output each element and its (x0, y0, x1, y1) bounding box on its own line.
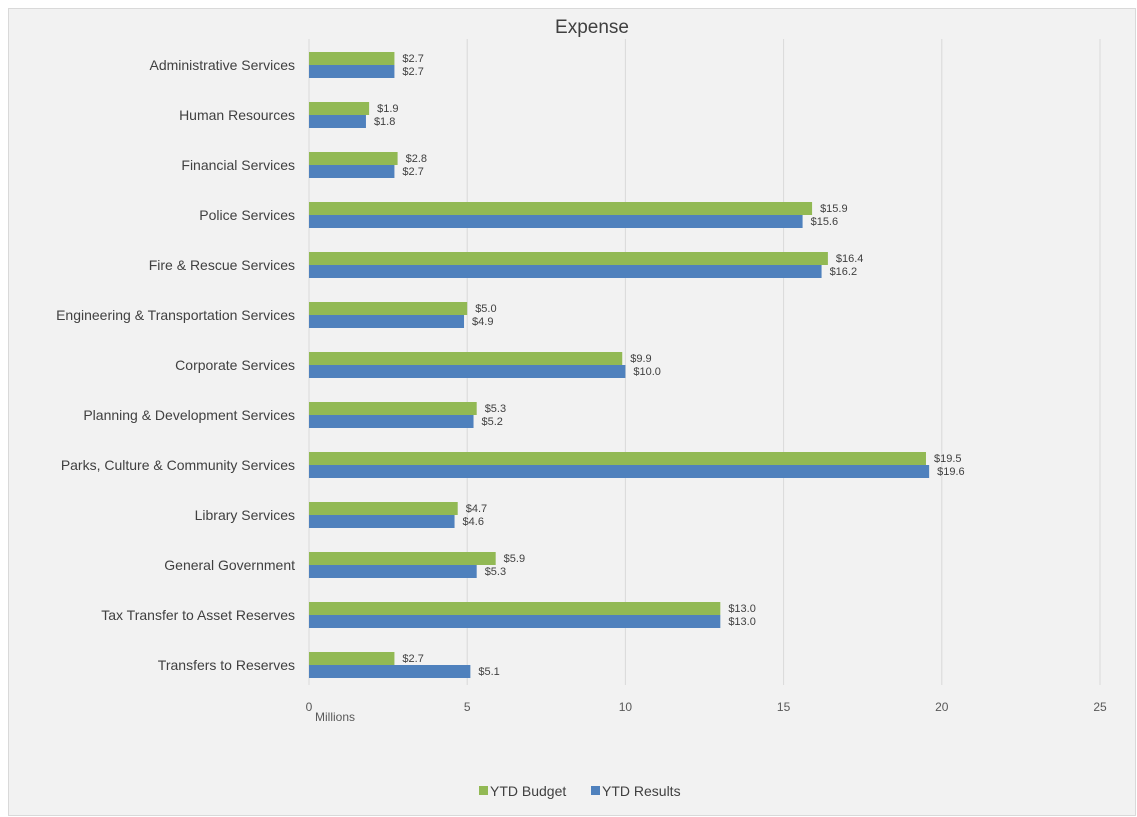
data-label-budget: $5.9 (504, 553, 525, 565)
category-label: Human Resources (179, 107, 295, 123)
bar-ytd-results (309, 315, 465, 328)
bar-ytd-results (309, 515, 455, 528)
category-label: Administrative Services (150, 57, 296, 73)
category-label: Corporate Services (175, 357, 295, 373)
x-tick-label: 20 (935, 700, 949, 714)
category-labels: Administrative Services Human Resources Fi… (56, 57, 295, 673)
data-label-budget: $19.5 (934, 453, 962, 465)
category-label: Fire & Rescue Services (149, 257, 295, 273)
category-label: Police Services (199, 207, 295, 223)
chart-title: Expense (555, 17, 629, 38)
bar-ytd-budget (309, 402, 477, 415)
legend-label-budget: YTD Budget (490, 783, 566, 799)
bar-ytd-budget (309, 652, 395, 665)
bar-ytd-results (309, 65, 395, 78)
chart-area: Expense $2.7 $2.7 $1.9 $1.8 $2.8 $2.7 $15.9 $15… (8, 8, 1136, 816)
bar-ytd-budget (309, 352, 623, 365)
data-label-budget: $4.7 (466, 503, 487, 515)
bar-ytd-budget (309, 252, 828, 265)
x-tick-label: 0 (306, 700, 313, 714)
category-label: Parks, Culture & Community Services (61, 457, 295, 473)
x-axis-ticks: 0 5 10 15 20 25 (306, 700, 1107, 714)
bar-ytd-budget (309, 202, 813, 215)
bar-ytd-budget (309, 52, 395, 65)
category-label: Library Services (195, 507, 295, 523)
data-label-budget: $2.7 (402, 53, 423, 65)
bar-ytd-budget (309, 502, 458, 515)
category-label: Financial Services (181, 157, 295, 173)
category-label: Tax Transfer to Asset Reserves (101, 607, 295, 623)
data-label-budget: $5.0 (475, 303, 496, 315)
bar-ytd-results (309, 465, 930, 478)
data-label-budget: $13.0 (728, 603, 756, 615)
bar-ytd-results (309, 215, 803, 228)
x-tick-label: 15 (777, 700, 791, 714)
data-label-budget: $15.9 (820, 203, 848, 215)
bar-ytd-budget (309, 152, 398, 165)
bar-ytd-results (309, 615, 721, 628)
bar-ytd-budget (309, 302, 468, 315)
bar-ytd-results (309, 365, 626, 378)
bar-ytd-results (309, 165, 395, 178)
x-tick-label: 5 (464, 700, 471, 714)
legend-swatch-budget (479, 786, 488, 795)
x-tick-label: 10 (619, 700, 633, 714)
data-label-results: $13.0 (728, 616, 756, 628)
data-label-results: $1.8 (374, 116, 395, 128)
data-label-results: $4.9 (472, 316, 493, 328)
data-label-budget: $5.3 (485, 403, 506, 415)
axis-unit-label: Millions (315, 710, 355, 724)
bar-ytd-results (309, 415, 474, 428)
legend: YTD Budget YTD Results (479, 783, 681, 799)
bar-ytd-budget (309, 102, 370, 115)
bar-ytd-budget (309, 552, 496, 565)
data-label-budget: $9.9 (630, 353, 651, 365)
bar-ytd-results (309, 265, 822, 278)
bar-ytd-results (309, 115, 366, 128)
data-label-results: $5.1 (478, 666, 499, 678)
data-label-budget: $1.9 (377, 103, 398, 115)
data-label-results: $15.6 (811, 216, 839, 228)
bars: $2.7$2.7$1.9$1.8$2.8$2.7$15.9$15.6$16.4$… (309, 52, 965, 678)
legend-swatch-results (591, 786, 600, 795)
legend-label-results: YTD Results (602, 783, 681, 799)
data-label-budget: $2.7 (402, 653, 423, 665)
category-label: Engineering & Transportation Services (56, 307, 295, 323)
category-label: General Government (164, 557, 295, 573)
data-label-budget: $2.8 (406, 153, 427, 165)
bar-ytd-results (309, 565, 477, 578)
data-label-results: $5.3 (485, 566, 506, 578)
category-label: Transfers to Reserves (158, 657, 295, 673)
data-label-budget: $16.4 (836, 253, 864, 265)
x-tick-label: 25 (1093, 700, 1107, 714)
data-label-results: $2.7 (402, 66, 423, 78)
data-label-results: $19.6 (937, 466, 965, 478)
category-label: Planning & Development Services (83, 407, 295, 423)
bar-ytd-budget (309, 602, 721, 615)
data-label-results: $5.2 (482, 416, 503, 428)
data-label-results: $4.6 (463, 516, 484, 528)
data-label-results: $10.0 (633, 366, 661, 378)
expense-bar-chart: Expense $2.7$2.7$1.9$1.8$2.8$2.7$15.9$15… (56, 17, 1107, 799)
data-label-results: $16.2 (830, 266, 858, 278)
data-label-results: $2.7 (402, 166, 423, 178)
bar-ytd-budget (309, 452, 926, 465)
bar-ytd-results (309, 665, 471, 678)
